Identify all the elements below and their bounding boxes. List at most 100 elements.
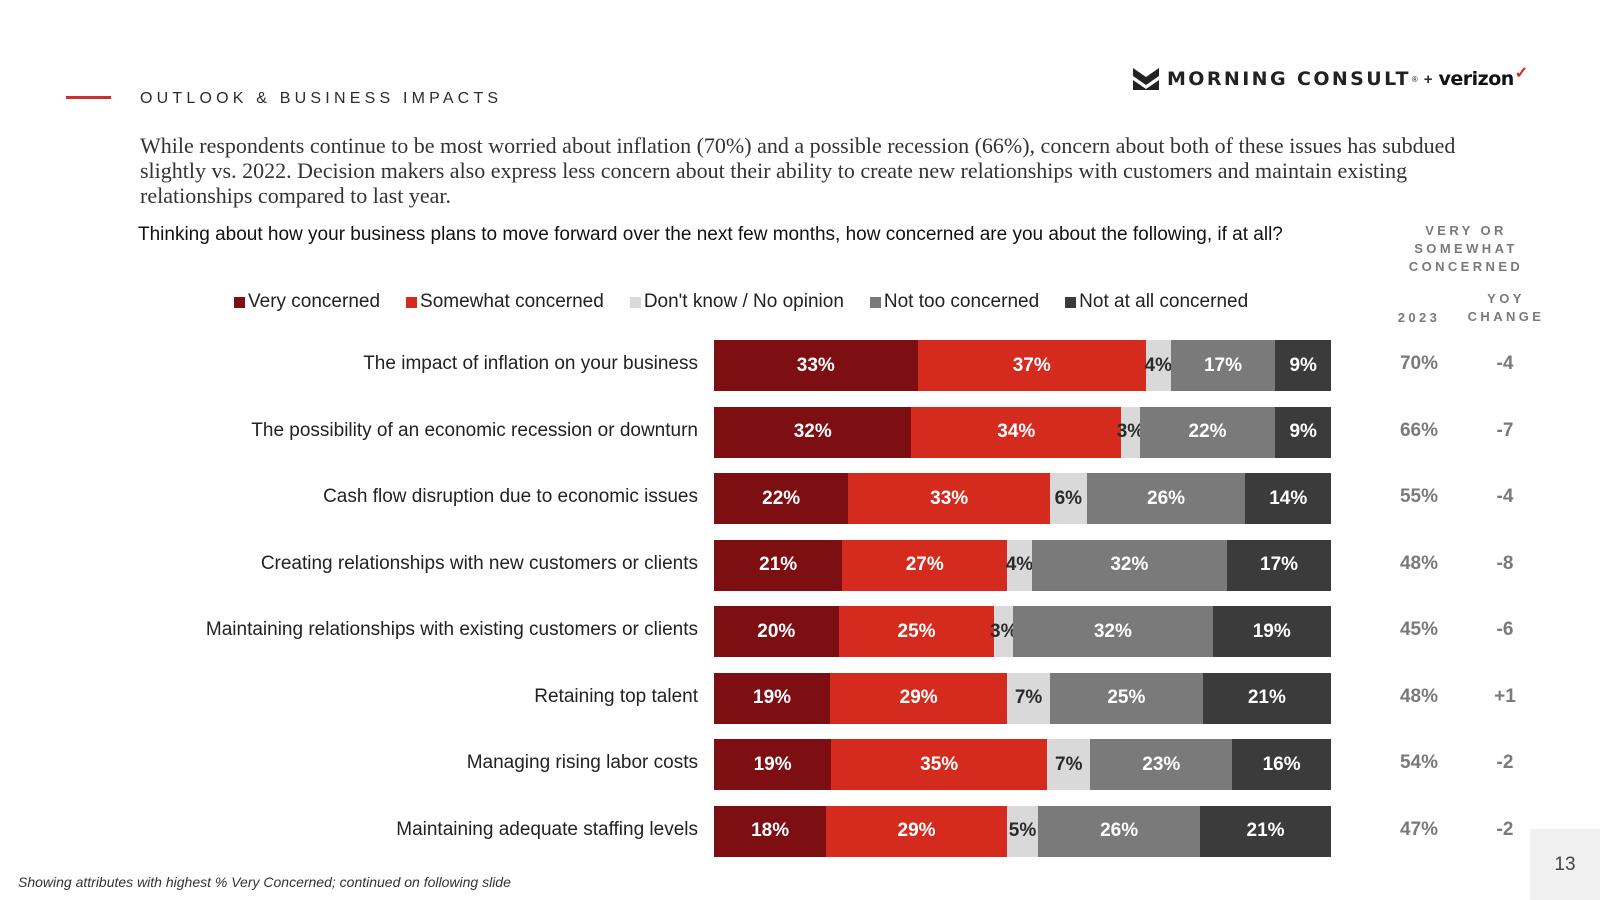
- chart-question: Thinking about how your business plans t…: [138, 224, 1283, 245]
- very-or-somewhat-2023-value: 47%: [1399, 818, 1439, 840]
- bar-segment-somewhat: 29%: [830, 672, 1008, 724]
- legend-label: Not too concerned: [883, 291, 1040, 312]
- verizon-check-icon: ✓: [1514, 65, 1529, 82]
- bar-segment-not-at-all: 9%: [1275, 406, 1331, 458]
- column-header-very-or-somewhat: VERY OR SOMEWHAT CONCERNED: [1408, 223, 1524, 274]
- morning-consult-wordmark: MORNING CONSULT: [1167, 68, 1411, 90]
- bar-segment-not-at-all: 14%: [1245, 473, 1331, 524]
- yoy-change-value: -4: [1496, 486, 1514, 507]
- legend-label: Somewhat concerned: [420, 291, 604, 312]
- bar-segment-not-too: 23%: [1090, 739, 1233, 790]
- category-label: Creating relationships with new customer…: [260, 552, 698, 574]
- bar-segment-very: 21%: [714, 539, 843, 591]
- very-or-somewhat-2023-value: 48%: [1399, 552, 1439, 574]
- category-label: The impact of inflation on your business: [363, 353, 698, 374]
- yoy-change-value: -2: [1496, 752, 1514, 773]
- category-label: The possibility of an economic recession…: [251, 419, 698, 441]
- yoy-change-value: -2: [1496, 818, 1514, 840]
- bar-segment-very: 18%: [714, 805, 827, 857]
- legend-item: Somewhat concerned: [406, 291, 604, 313]
- bar-segment-not-at-all: 9%: [1275, 340, 1331, 391]
- category-label: Cash flow disruption due to economic iss…: [323, 486, 698, 507]
- bar-segment-dont-know: 6%: [1049, 473, 1087, 524]
- legend-item: Not at all concerned: [1065, 291, 1248, 313]
- bar-segment-dont-know: 4%: [1145, 340, 1172, 391]
- page-number: 13: [1530, 829, 1600, 900]
- column-header-2023: 2023: [1397, 310, 1441, 325]
- bar-segment-not-too: 26%: [1086, 473, 1246, 524]
- bar-segment-not-at-all: 21%: [1200, 805, 1331, 857]
- bar-segment-somewhat: 27%: [842, 539, 1008, 591]
- bar-segment-not-at-all: 17%: [1227, 539, 1331, 591]
- bar-segment-dont-know: 7%: [1007, 672, 1050, 724]
- bar-segment-not-too: 32%: [1013, 606, 1213, 657]
- section-accent-rule: [66, 96, 111, 99]
- bar-segment-very: 19%: [714, 672, 831, 724]
- stacked-bar: 21% 27% 4% 32% 17%: [714, 539, 1331, 591]
- verizon-wordmark: verizon: [1438, 68, 1514, 90]
- legend-swatch: [1065, 296, 1077, 308]
- bar-segment-somewhat: 34%: [911, 406, 1122, 458]
- bar-segment-very: 20%: [714, 606, 839, 657]
- bar-segment-not-too: 26%: [1038, 805, 1201, 857]
- stacked-bar: 19% 29% 7% 25% 21%: [714, 672, 1331, 724]
- stacked-bar: 32% 34% 3% 22% 9%: [714, 406, 1331, 458]
- bar-segment-somewhat: 29%: [826, 805, 1007, 857]
- legend-label: Not at all concerned: [1079, 291, 1249, 312]
- section-title: OUTLOOK & BUSINESS IMPACTS: [140, 90, 503, 107]
- yoy-change-value: -4: [1496, 353, 1514, 374]
- stacked-bar: 19% 35% 7% 23% 16%: [714, 739, 1331, 790]
- bar-segment-somewhat: 33%: [848, 473, 1050, 524]
- legend-swatch: [869, 296, 881, 308]
- chart-legend: Very concerned Somewhat concerned Don't kn…: [234, 291, 1274, 313]
- bar-segment-very: 32%: [714, 406, 912, 458]
- yoy-change-value: +1: [1494, 685, 1516, 707]
- category-label: Retaining top talent: [534, 685, 698, 707]
- yoy-change-value: -6: [1496, 619, 1514, 640]
- bar-segment-somewhat: 35%: [831, 739, 1048, 790]
- bar-segment-not-at-all: 16%: [1232, 739, 1331, 790]
- intro-paragraph: While respondents continue to be most wo…: [140, 133, 1456, 208]
- very-or-somewhat-2023-value: 66%: [1399, 419, 1439, 441]
- category-label: Maintaining relationships with existing …: [205, 619, 698, 640]
- stacked-bar: 20% 25% 3% 32% 19%: [714, 606, 1331, 657]
- legend-label: Very concerned: [248, 291, 381, 312]
- bar-segment-not-too: 32%: [1031, 539, 1228, 591]
- legend-label: Don't know / No opinion: [643, 291, 844, 312]
- bar-segment-dont-know: 5%: [1006, 805, 1039, 857]
- bar-segment-not-too: 17%: [1170, 340, 1276, 391]
- bar-segment-somewhat: 37%: [917, 340, 1146, 391]
- very-or-somewhat-2023-value: 48%: [1399, 685, 1439, 707]
- bar-segment-not-too: 22%: [1139, 406, 1276, 458]
- category-label: Maintaining adequate staffing levels: [396, 818, 698, 840]
- footnote: Showing attributes with highest % Very C…: [18, 874, 511, 890]
- brand-logo: MORNING CONSULT ® + verizon ✓: [1133, 65, 1529, 92]
- legend-swatch: [406, 296, 418, 308]
- yoy-change-value: -7: [1496, 419, 1514, 441]
- column-header-yoy-change: YOY CHANGE: [1467, 291, 1545, 324]
- morning-consult-logo-icon: [1133, 68, 1159, 90]
- bar-segment-very: 33%: [714, 340, 918, 391]
- legend-item: Don't know / No opinion: [629, 291, 844, 313]
- stacked-bar: 18% 29% 5% 26% 21%: [714, 805, 1331, 857]
- very-or-somewhat-2023-value: 70%: [1399, 353, 1439, 374]
- bar-segment-not-at-all: 19%: [1212, 606, 1331, 657]
- legend-swatch: [629, 296, 641, 308]
- bar-segment-very: 22%: [714, 473, 849, 524]
- yoy-change-value: -8: [1496, 552, 1514, 574]
- logo-plus: +: [1423, 70, 1433, 88]
- very-or-somewhat-2023-value: 54%: [1399, 752, 1439, 773]
- legend-swatch: [234, 296, 245, 308]
- bar-segment-very: 19%: [714, 739, 832, 790]
- stacked-bar: 22% 33% 6% 26% 14%: [714, 473, 1331, 524]
- legend-item: Not too concerned: [869, 291, 1040, 313]
- legend-item: Very concerned: [234, 291, 380, 313]
- stacked-bar: 33% 37% 4% 17% 9%: [714, 340, 1331, 391]
- bar-segment-not-too: 25%: [1049, 672, 1203, 724]
- trademark-symbol: ®: [1411, 74, 1418, 84]
- very-or-somewhat-2023-value: 45%: [1399, 619, 1439, 640]
- bar-segment-dont-know: 7%: [1047, 739, 1091, 790]
- bar-segment-dont-know: 3%: [1117, 406, 1144, 458]
- bar-segment-dont-know: 3%: [990, 606, 1018, 657]
- category-label: Managing rising labor costs: [466, 752, 698, 773]
